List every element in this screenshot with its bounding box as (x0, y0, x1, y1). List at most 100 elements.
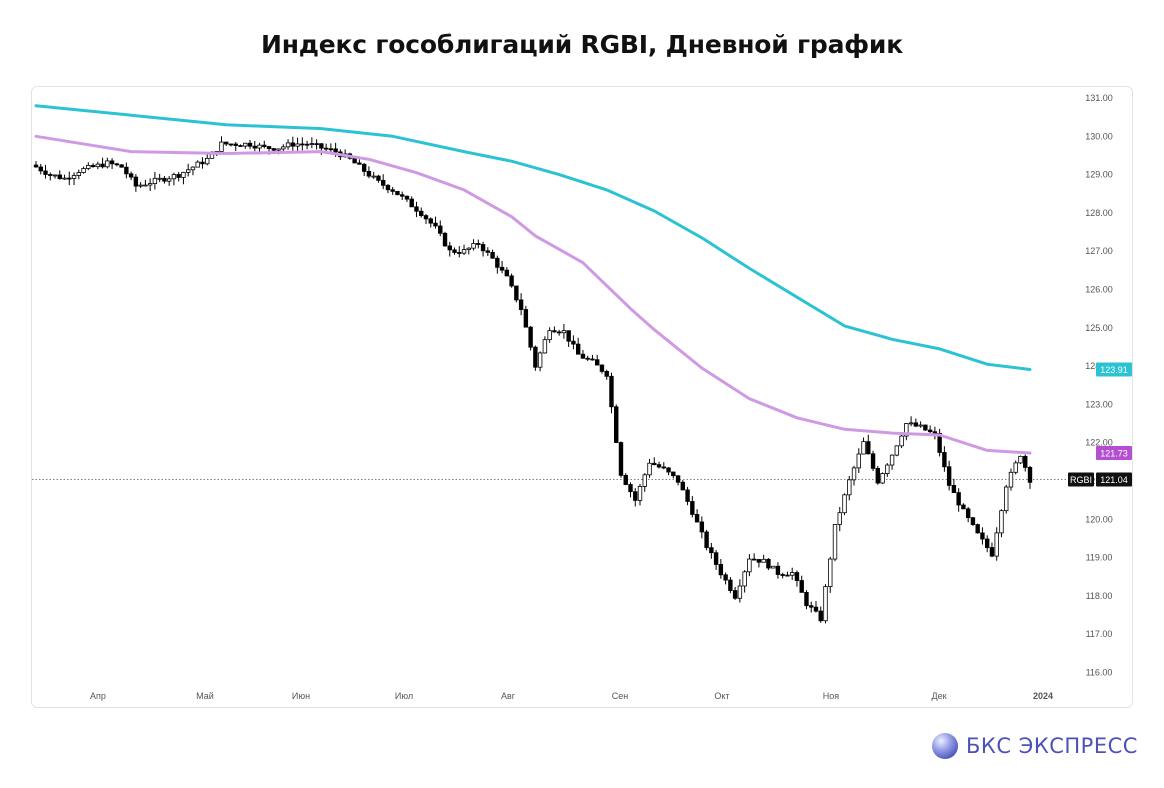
x-tick-label: Июн (292, 691, 310, 701)
candle-body (575, 343, 581, 355)
candle-body (918, 424, 923, 427)
candle-body (314, 143, 319, 145)
candle-body (732, 590, 738, 599)
candle-body (461, 249, 467, 254)
candle-body (533, 346, 538, 368)
candle-body (509, 275, 514, 287)
candle-body (742, 571, 747, 587)
y-tick-label: 117.00 (1086, 629, 1113, 639)
candle-body (366, 171, 372, 177)
rgbi-price-badge: 121.04 (1096, 472, 1132, 487)
candle-body (614, 406, 619, 443)
candle-body (385, 184, 391, 191)
candle-body (181, 171, 186, 178)
x-tick-label: Сен (612, 691, 629, 701)
candle-body (109, 160, 115, 165)
candle-body (205, 157, 210, 165)
candle-body (71, 175, 77, 179)
candles (33, 136, 1033, 624)
candle-body (185, 169, 191, 173)
candle-body (604, 370, 609, 377)
candle-body (480, 244, 486, 252)
candle-body (176, 174, 181, 178)
candle-body (804, 591, 809, 607)
candle-body (590, 358, 595, 361)
candle-body (304, 143, 310, 146)
candle-body (228, 143, 234, 146)
candle-body (666, 467, 671, 473)
candle-body (200, 161, 205, 165)
candle-body (908, 422, 914, 425)
y-tick-label: 120.00 (1085, 514, 1113, 524)
candle-body (885, 464, 890, 474)
candle-body (43, 170, 48, 175)
x-tick-label: Дек (931, 691, 946, 701)
candle-body (224, 141, 229, 145)
x-tick-label: Ноя (823, 691, 840, 701)
candle-body (766, 558, 771, 569)
candle-body (357, 162, 362, 165)
candle-body (452, 249, 457, 253)
candle-body (328, 148, 334, 151)
candle-body (656, 464, 662, 468)
sma-long-badge: 123.91 (1096, 362, 1132, 377)
candle-body (290, 142, 296, 147)
y-tick-label: 131.00 (1085, 93, 1113, 103)
candle-body (633, 491, 638, 501)
candle-body (419, 210, 424, 217)
candle-body (143, 184, 148, 187)
candle-body (737, 585, 743, 599)
candle-body (124, 166, 129, 175)
candle-body (528, 326, 533, 348)
candle-body (675, 475, 681, 483)
candle-body (119, 164, 124, 168)
sma-short-badge-value: 121.73 (1100, 449, 1128, 459)
candle-body (709, 547, 714, 554)
candle-body (504, 269, 510, 277)
candle-body (309, 143, 315, 145)
candle-body (243, 142, 248, 147)
candle-body (861, 441, 866, 455)
candle-body (276, 148, 281, 151)
candle-body (775, 565, 781, 575)
candle-body (1008, 471, 1014, 488)
x-tick-label: Авг (501, 691, 516, 701)
candle-body (870, 453, 876, 469)
candle-body (257, 144, 262, 149)
candle-body (623, 474, 628, 485)
y-tick-label: 126.00 (1085, 285, 1113, 295)
sma-short-line (34, 134, 1032, 455)
candle-body (989, 547, 995, 557)
candle-body (219, 141, 224, 152)
y-tick-label: 116.00 (1086, 668, 1113, 678)
chart-frame: 131.00 130.00 129.00 128.00 127.00 126.00 125.… (31, 86, 1133, 708)
candle-body (48, 174, 53, 176)
candle-body (785, 574, 790, 577)
candle-body (751, 558, 757, 561)
candle-body (157, 177, 162, 180)
candle-body (1018, 455, 1023, 464)
candle-body (994, 532, 999, 557)
candle-body (376, 175, 381, 181)
candle-body (889, 454, 895, 466)
candle-body (851, 467, 857, 481)
candle-body (618, 442, 624, 476)
candle-body (999, 510, 1004, 534)
candle-body (747, 558, 752, 573)
candle-body (438, 225, 443, 234)
candle-body (152, 177, 158, 184)
candle-body (856, 453, 861, 469)
candle-body (652, 462, 657, 466)
candle-body (713, 552, 719, 565)
candle-body (404, 195, 410, 200)
candle-body (147, 183, 153, 186)
chart-title: Индекс гособлигаций RGBI, Дневной график (261, 30, 903, 59)
candle-body (423, 215, 429, 220)
candle-body (395, 190, 400, 196)
candle-body (476, 243, 481, 245)
candle-body (537, 352, 543, 368)
x-tick-label: Апр (90, 691, 106, 701)
candle-body (637, 485, 643, 501)
candle-body (823, 586, 828, 622)
